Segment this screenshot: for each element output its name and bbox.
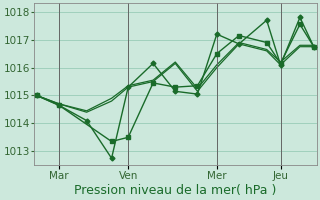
X-axis label: Pression niveau de la mer( hPa ): Pression niveau de la mer( hPa ) [74, 184, 276, 197]
